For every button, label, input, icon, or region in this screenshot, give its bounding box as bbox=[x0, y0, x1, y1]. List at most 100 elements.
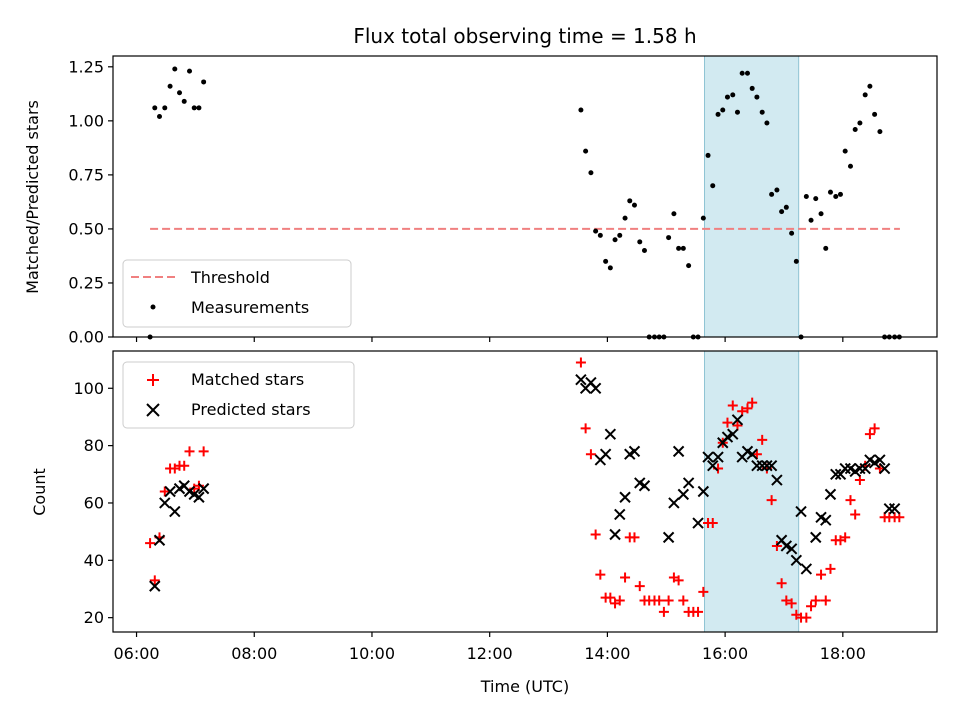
measurement-point bbox=[744, 70, 750, 76]
top-y-axis-label: Matched/Predicted stars bbox=[23, 100, 42, 294]
legend-box bbox=[122, 259, 352, 328]
measurement-point bbox=[818, 211, 824, 217]
predicted-star-point bbox=[609, 528, 621, 541]
measurement-point bbox=[700, 215, 706, 221]
measurement-point bbox=[617, 232, 623, 238]
predicted-star-point bbox=[682, 477, 695, 489]
matched-star-point bbox=[634, 581, 645, 592]
measurement-point bbox=[833, 194, 839, 199]
matched-star-point bbox=[184, 446, 195, 457]
measurement-point bbox=[803, 194, 809, 199]
measurement-point bbox=[877, 129, 883, 135]
predicted-star-point bbox=[820, 514, 832, 526]
measurement-point bbox=[842, 148, 848, 154]
measurement-point bbox=[852, 126, 858, 132]
predicted-star-point bbox=[765, 459, 778, 472]
count-points bbox=[145, 357, 905, 623]
y-tick-label: 1.00 bbox=[68, 111, 104, 130]
predicted-star-point bbox=[721, 431, 734, 443]
legend-measurements-swatch bbox=[150, 304, 156, 310]
measurement-point bbox=[612, 237, 618, 243]
measurement-point bbox=[749, 85, 755, 91]
predicted-star-point bbox=[854, 462, 866, 475]
matched-star-point bbox=[698, 586, 709, 597]
bottom-axes: 06:00 08:00 10:00 12:00 14:00 16:00 18:00 20 40 6… bbox=[73, 350, 938, 663]
measurement-point bbox=[720, 107, 726, 113]
matched-star-point bbox=[629, 532, 640, 543]
measurement-point bbox=[847, 163, 853, 169]
predicted-star-point bbox=[702, 451, 714, 463]
y-tick-label: 20 bbox=[84, 608, 104, 627]
legend-box bbox=[122, 361, 355, 429]
measurement-point bbox=[641, 248, 647, 254]
predicted-star-point bbox=[839, 462, 851, 475]
measurement-point bbox=[857, 120, 863, 126]
matched-star-point bbox=[145, 538, 156, 549]
matched-star-point bbox=[198, 446, 209, 457]
measurement-point bbox=[813, 196, 819, 202]
matched-star-point bbox=[678, 595, 689, 606]
measurement-points bbox=[147, 66, 902, 340]
predicted-star-point bbox=[149, 580, 161, 592]
predicted-star-point bbox=[604, 428, 617, 440]
predicted-star-point bbox=[800, 563, 813, 575]
matched-star-point bbox=[869, 423, 880, 434]
measurement-point bbox=[715, 111, 721, 117]
x-tick-label: 08:00 bbox=[231, 644, 277, 663]
bottom-panel: 06:00 08:00 10:00 12:00 14:00 16:00 18:00 20 40 6… bbox=[30, 350, 938, 696]
x-tick-label: 10:00 bbox=[349, 644, 395, 663]
y-tick-label: 0.00 bbox=[68, 328, 104, 347]
matched-star-point bbox=[590, 529, 601, 540]
measurement-point bbox=[789, 230, 795, 236]
predicted-star-point bbox=[712, 451, 724, 463]
predicted-star-point bbox=[771, 474, 783, 486]
matched-star-point bbox=[766, 495, 777, 506]
matched-star-point bbox=[149, 575, 160, 586]
measurement-point bbox=[793, 258, 799, 264]
measurement-point bbox=[162, 105, 168, 111]
highlight-band bbox=[704, 56, 799, 337]
legend-threshold-label: Threshold bbox=[190, 268, 270, 287]
matched-star-point bbox=[864, 429, 875, 440]
predicted-star-point bbox=[883, 502, 896, 515]
measurement-point bbox=[622, 215, 628, 221]
measurement-point bbox=[734, 109, 740, 115]
matched-star-point bbox=[693, 606, 704, 617]
matched-star-point bbox=[614, 595, 625, 606]
measurement-point bbox=[759, 109, 765, 115]
highlight-span bbox=[704, 56, 800, 337]
y-tick-label: 100 bbox=[73, 379, 104, 398]
predicted-star-point bbox=[824, 488, 837, 501]
measurement-point bbox=[764, 120, 770, 126]
measurement-point bbox=[172, 66, 178, 72]
predicted-star-point bbox=[727, 428, 739, 440]
measurement-point bbox=[808, 217, 814, 223]
measurement-point bbox=[666, 235, 672, 241]
predicted-star-point bbox=[731, 414, 744, 426]
matched-star-point bbox=[806, 601, 817, 612]
chart-title: Flux total observing time = 1.58 h bbox=[353, 24, 696, 48]
matched-star-point bbox=[595, 569, 606, 580]
x-tick-label: 06:00 bbox=[113, 644, 159, 663]
measurement-point bbox=[769, 191, 775, 197]
top-legend: Threshold Measurements bbox=[122, 259, 352, 328]
matched-star-point bbox=[179, 460, 190, 471]
matched-star-point bbox=[810, 595, 821, 606]
matched-star-point bbox=[580, 423, 591, 434]
y-tick-label: 80 bbox=[84, 436, 104, 455]
y-tick-label: 0.75 bbox=[68, 165, 104, 184]
x-tick-label: 14:00 bbox=[584, 644, 630, 663]
measurement-point bbox=[739, 70, 745, 76]
measurement-point bbox=[627, 198, 633, 204]
measurement-point bbox=[578, 107, 584, 113]
measurement-point bbox=[631, 202, 637, 208]
measurement-point bbox=[191, 105, 197, 111]
matched-star-point bbox=[585, 449, 596, 460]
measurement-point bbox=[867, 83, 873, 89]
predicted-star-point bbox=[614, 508, 626, 521]
predicted-star-point bbox=[164, 485, 176, 498]
measurement-point bbox=[671, 211, 677, 217]
predicted-star-point bbox=[672, 445, 685, 458]
predicted-star-point bbox=[795, 505, 807, 518]
